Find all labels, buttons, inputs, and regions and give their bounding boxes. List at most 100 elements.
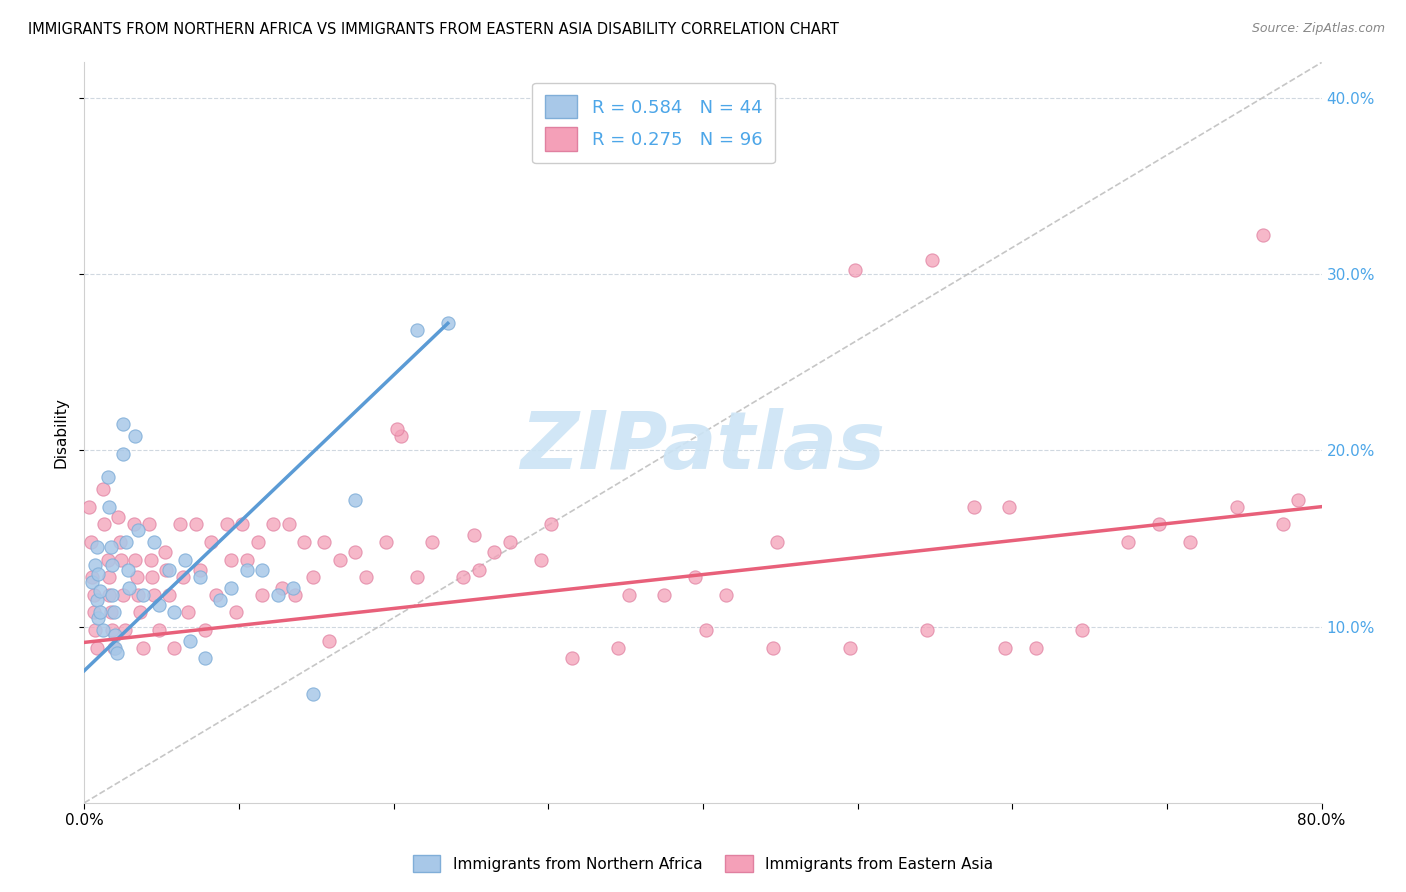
Point xyxy=(98,500,121,514)
Point xyxy=(385,422,408,436)
Point xyxy=(962,500,984,514)
Point xyxy=(1116,535,1139,549)
Point xyxy=(499,535,522,549)
Point xyxy=(115,535,138,549)
Point xyxy=(277,517,299,532)
Point xyxy=(101,558,124,572)
Point xyxy=(405,323,427,337)
Point xyxy=(1251,228,1274,243)
Text: Source: ZipAtlas.com: Source: ZipAtlas.com xyxy=(1251,22,1385,36)
Point xyxy=(540,517,562,532)
Point xyxy=(179,633,201,648)
Point xyxy=(219,581,242,595)
Point xyxy=(98,570,121,584)
Point xyxy=(103,606,125,620)
Point xyxy=(79,535,101,549)
Point xyxy=(209,593,232,607)
Point xyxy=(838,640,860,655)
Point xyxy=(354,570,377,584)
Point xyxy=(998,500,1021,514)
Point xyxy=(83,606,105,620)
Point xyxy=(112,417,135,431)
Point xyxy=(177,606,200,620)
Point xyxy=(271,581,294,595)
Point xyxy=(84,558,107,572)
Point xyxy=(86,540,108,554)
Point xyxy=(143,588,166,602)
Point xyxy=(84,623,107,637)
Point xyxy=(921,252,943,267)
Point xyxy=(318,633,340,648)
Point xyxy=(343,545,366,559)
Point xyxy=(529,552,551,566)
Point xyxy=(200,535,222,549)
Point xyxy=(328,552,352,566)
Point xyxy=(617,588,640,602)
Point xyxy=(132,588,155,602)
Point xyxy=(86,593,108,607)
Point xyxy=(188,570,211,584)
Point xyxy=(184,517,207,532)
Point xyxy=(163,640,186,655)
Point xyxy=(302,570,325,584)
Point xyxy=(122,517,145,532)
Point xyxy=(153,545,176,559)
Text: ZIPatlas: ZIPatlas xyxy=(520,409,886,486)
Point xyxy=(93,517,115,532)
Point xyxy=(374,535,398,549)
Point xyxy=(127,523,149,537)
Point xyxy=(174,552,197,566)
Point xyxy=(83,588,105,602)
Point xyxy=(235,563,259,577)
Point xyxy=(169,517,191,532)
Point xyxy=(993,640,1015,655)
Point xyxy=(100,540,122,554)
Point xyxy=(148,599,170,613)
Point xyxy=(652,588,675,602)
Point xyxy=(82,570,104,584)
Point xyxy=(127,588,149,602)
Point xyxy=(100,606,122,620)
Point xyxy=(101,623,124,637)
Point xyxy=(302,686,325,700)
Point xyxy=(284,588,307,602)
Point xyxy=(1071,623,1094,637)
Point xyxy=(405,570,427,584)
Point xyxy=(467,563,491,577)
Point xyxy=(1147,517,1170,532)
Point xyxy=(96,469,118,483)
Point xyxy=(231,517,253,532)
Point xyxy=(163,606,186,620)
Point xyxy=(606,640,628,655)
Point xyxy=(1225,500,1247,514)
Point xyxy=(143,535,166,549)
Point xyxy=(141,570,163,584)
Point xyxy=(105,646,128,660)
Point xyxy=(129,606,152,620)
Point xyxy=(695,623,717,637)
Point xyxy=(86,640,108,655)
Point xyxy=(215,517,238,532)
Point xyxy=(107,510,129,524)
Point xyxy=(124,429,146,443)
Point xyxy=(112,447,135,461)
Point xyxy=(560,651,583,665)
Point xyxy=(103,640,125,655)
Text: IMMIGRANTS FROM NORTHERN AFRICA VS IMMIGRANTS FROM EASTERN ASIA DISABILITY CORRE: IMMIGRANTS FROM NORTHERN AFRICA VS IMMIG… xyxy=(28,22,839,37)
Point xyxy=(1178,535,1201,549)
Point xyxy=(194,623,217,637)
Point xyxy=(124,552,146,566)
Point xyxy=(148,623,170,637)
Point xyxy=(104,628,127,642)
Point xyxy=(766,535,789,549)
Point xyxy=(98,588,121,602)
Point xyxy=(225,606,247,620)
Point xyxy=(436,316,458,330)
Point xyxy=(453,570,475,584)
Point xyxy=(82,575,104,590)
Y-axis label: Disability: Disability xyxy=(53,397,69,468)
Point xyxy=(205,588,228,602)
Point xyxy=(112,588,135,602)
Point xyxy=(389,429,413,443)
Point xyxy=(246,535,269,549)
